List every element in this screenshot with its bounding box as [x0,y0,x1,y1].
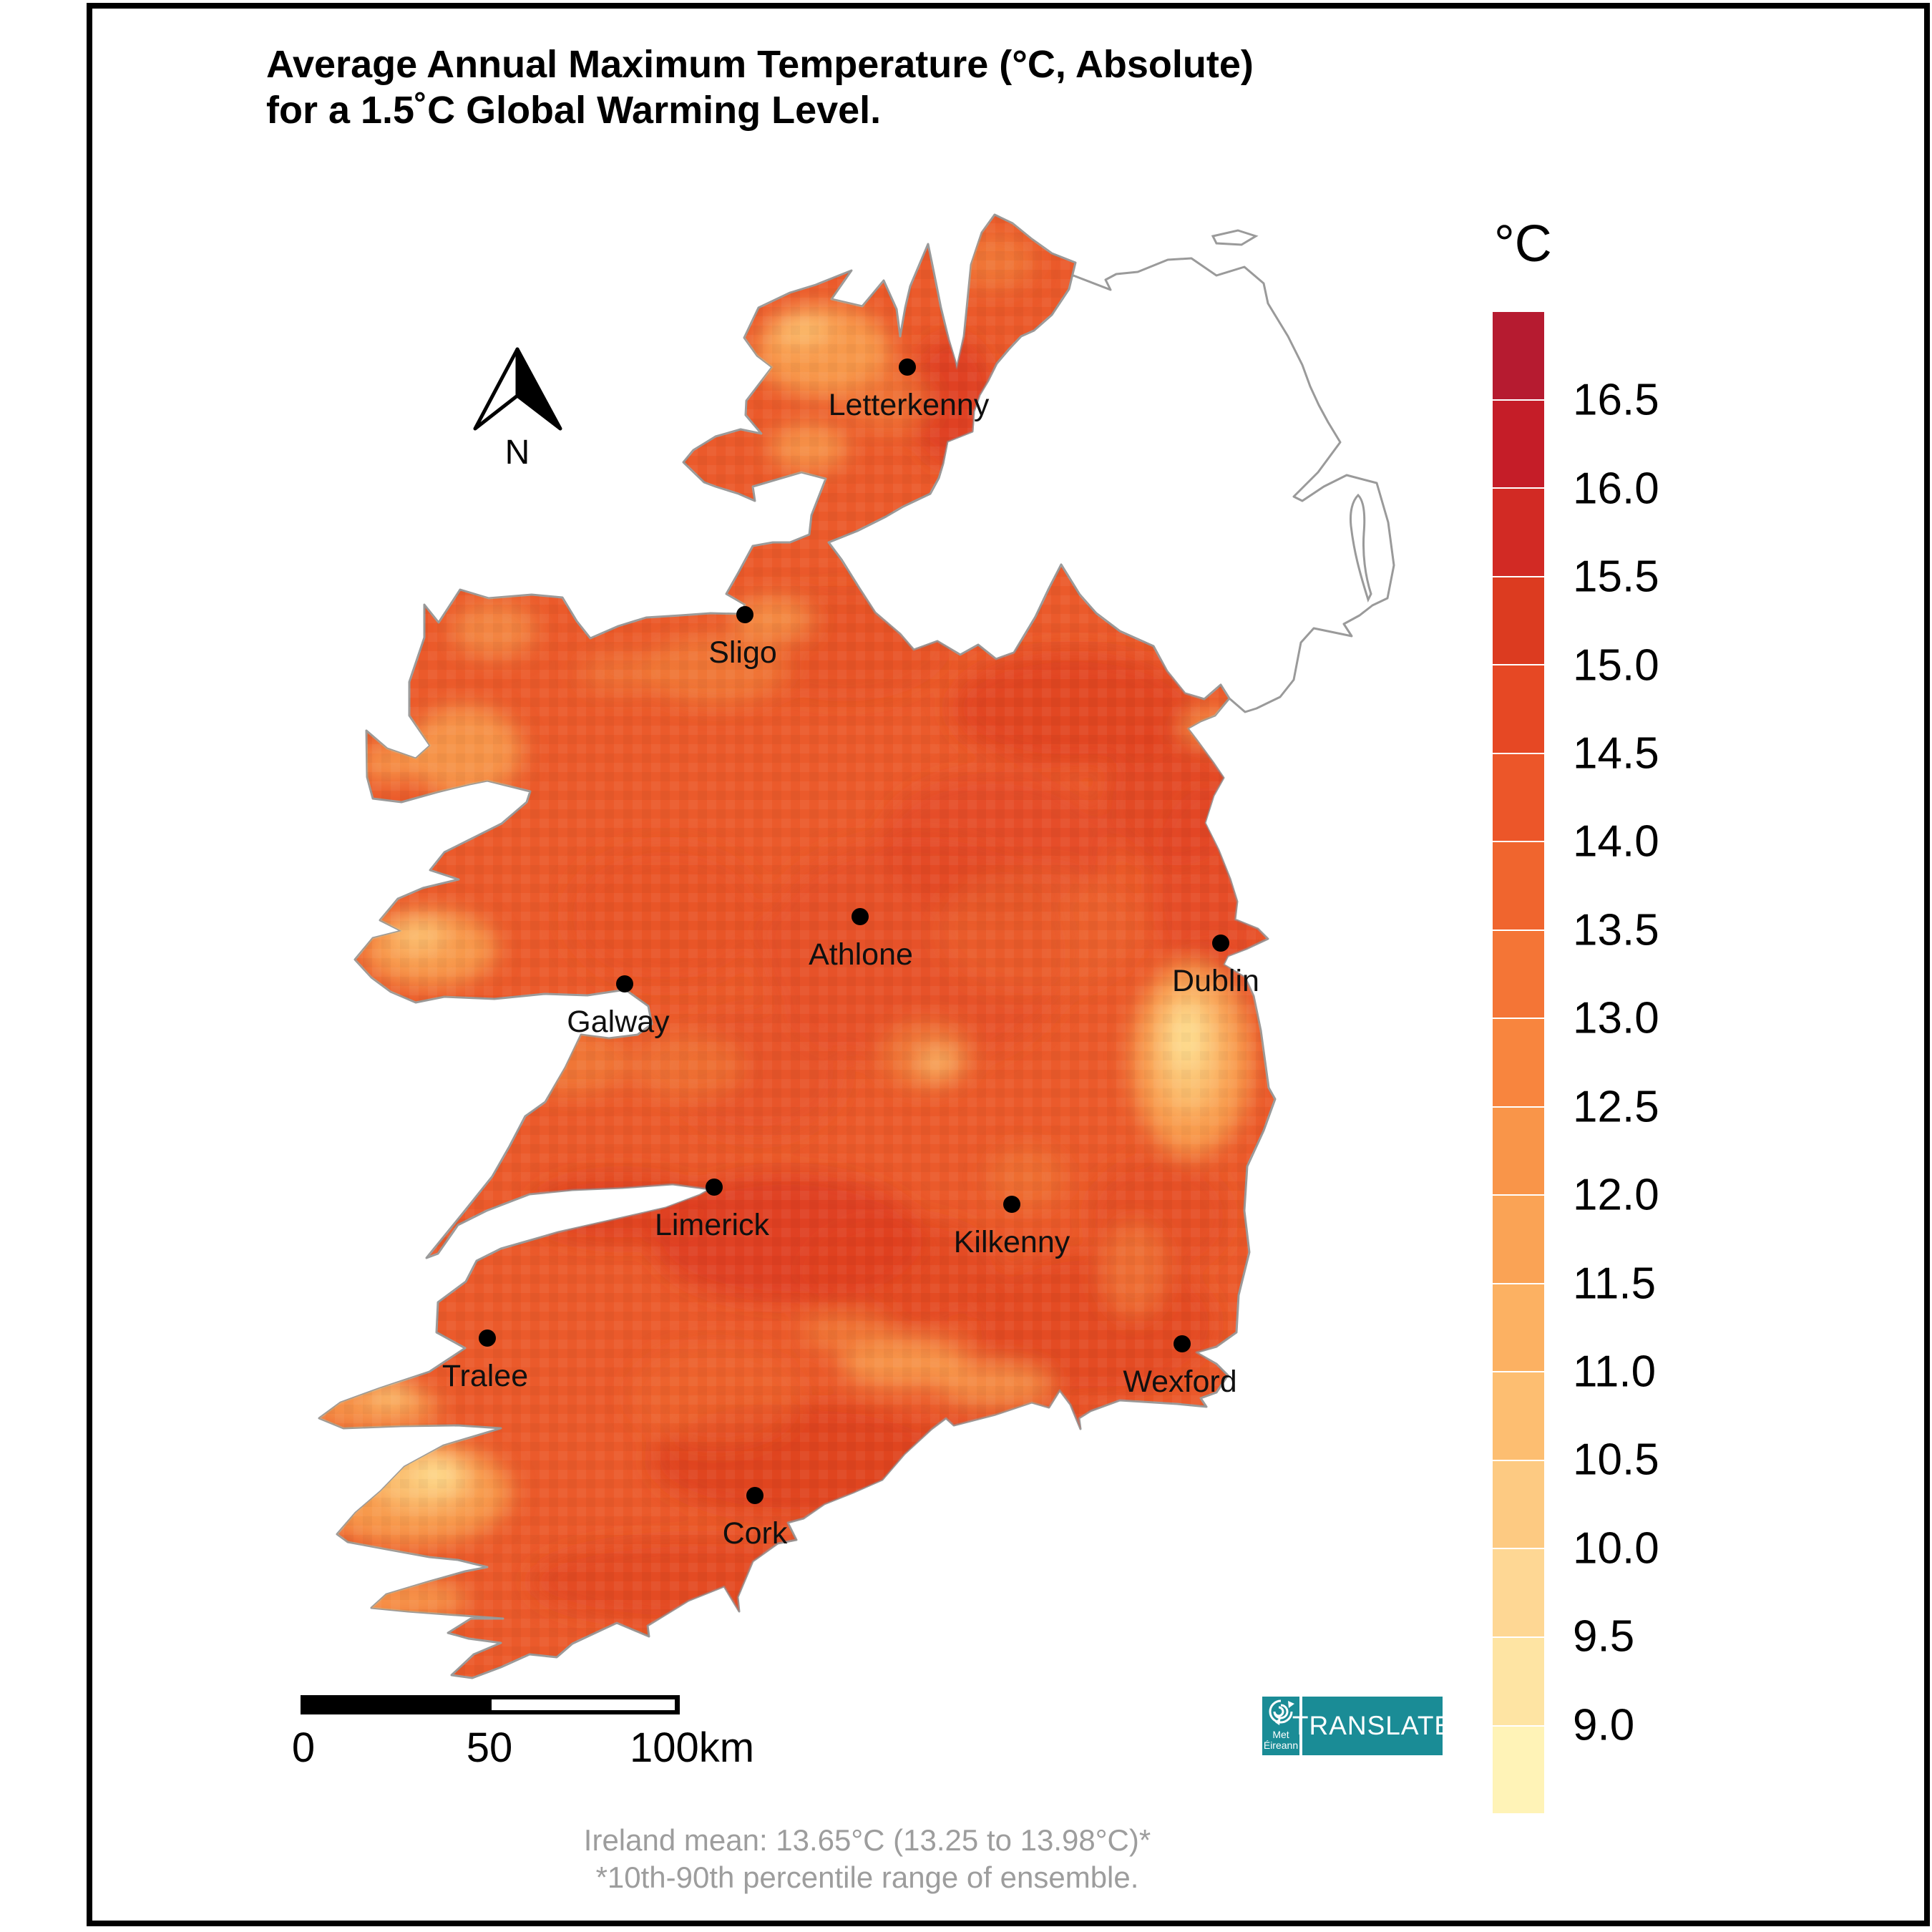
city-marker-cork: Cork [723,1487,788,1551]
scale-bar-0: 0 [292,1724,315,1771]
city-dot [746,1487,763,1504]
legend-segment [1493,1196,1544,1284]
legend-segment [1493,312,1544,401]
met-label: Met [1272,1729,1289,1740]
legend-tick-label: 15.5 [1573,552,1659,602]
city-marker-letterkenny: Letterkenny [829,358,990,422]
translate-logo: Met Éireann TRANSLATE [1262,1697,1452,1755]
city-label: Wexford [1123,1365,1236,1399]
city-label: Limerick [655,1208,770,1242]
north-arrow-label: N [505,434,530,472]
city-marker-galway: Galway [567,975,670,1039]
city-dot [899,358,916,376]
caption-line2: *10th-90th percentile range of ensemble. [595,1860,1139,1894]
city-marker-tralee: Tralee [442,1330,528,1393]
legend-segment [1493,665,1544,754]
city-marker-kilkenny: Kilkenny [954,1196,1070,1259]
legend-segment [1493,1637,1544,1727]
met-eireann-swirl-icon [1269,1699,1294,1725]
logo-divider [1299,1697,1302,1755]
legend-tick-label: 11.5 [1573,1259,1657,1309]
city-marker-athlone: Athlone [809,908,913,972]
legend-tick-label: 16.0 [1573,464,1659,514]
translate-wordmark: TRANSLATE [1292,1697,1452,1755]
legend-tick-label: 12.5 [1573,1082,1659,1132]
city-marker-dublin: Dublin [1172,935,1259,998]
city-marker-limerick: Limerick [655,1179,770,1242]
city-dot [706,1179,723,1196]
legend-segment [1493,1549,1544,1638]
legend-tick-label: 9.5 [1573,1611,1635,1662]
legend-segment [1493,1726,1544,1814]
city-label: Galway [567,1005,670,1039]
city-label: Tralee [442,1359,528,1393]
legend-tick-labels: 16.5 16.0 15.5 15.0 14.5 14.0 13.5 13.0 12.5 12.0… [1573,312,1745,1813]
legend-tick-label: 16.5 [1573,375,1659,425]
city-label: Cork [723,1516,788,1551]
city-dot [616,975,633,992]
legend-tick-label: 15.0 [1573,640,1659,691]
figure-caption: Ireland mean: 13.65°C (13.25 to 13.98°C)… [438,1822,1297,1896]
city-dot [1174,1335,1191,1352]
city-dot [1003,1196,1020,1213]
city-dot [852,908,869,925]
legend-segment [1493,753,1544,843]
legend-tick-label: 11.0 [1573,1347,1657,1397]
legend-tick-label: 13.0 [1573,993,1659,1043]
legend-segment [1493,400,1544,489]
legend-tick-label: 14.0 [1573,816,1659,867]
city-dot [479,1330,496,1347]
met-eireann-logo: Met Éireann [1262,1697,1299,1755]
legend-tick-label: 10.5 [1573,1435,1659,1485]
rathlin-island-outline [1211,229,1259,246]
legend-tick-label: 12.0 [1573,1170,1659,1220]
city-label: Dublin [1172,964,1259,998]
city-dot [1212,935,1229,952]
strangford-lough-outline [1350,493,1372,602]
legend-segment [1493,577,1544,666]
legend-tick-label: 14.5 [1573,728,1659,779]
legend-tick-label: 13.5 [1573,905,1659,955]
title-line2: for a 1.5˚C Global Warming Level. [266,89,882,132]
legend-title: °C [1494,215,1552,273]
city-label: Kilkenny [954,1225,1070,1259]
legend-colorbar [1493,312,1544,1814]
legend-segment [1493,1019,1544,1108]
city-dot [736,606,753,623]
city-label: Sligo [708,635,777,670]
scale-bar-50: 50 [467,1724,513,1771]
legend-segment [1493,1107,1544,1196]
legend-segment [1493,1284,1544,1373]
scale-bar: 0 50 100km [292,1695,754,1771]
north-arrow: N [473,347,562,472]
city-label: Athlone [809,937,913,972]
legend-segment [1493,1372,1544,1461]
legend-segment [1493,489,1544,577]
scale-bar-100km: 100km [630,1724,754,1771]
legend-tick-label: 9.0 [1573,1700,1635,1750]
city-marker-sligo: Sligo [708,606,777,670]
city-marker-wexford: Wexford [1123,1335,1237,1399]
legend-tick-label: 10.0 [1573,1523,1659,1574]
city-label: Letterkenny [829,388,990,422]
legend-segment [1493,842,1544,931]
city-markers: Letterkenny Sligo Athlone Dublin Galway Limer… [442,358,1259,1551]
legend-segment [1493,1460,1544,1550]
title-line1: Average Annual Maximum Temperature (°C, … [266,43,1254,86]
eireann-label: Éireann [1263,1740,1299,1751]
legend-segment [1493,930,1544,1020]
caption-line1: Ireland mean: 13.65°C (13.25 to 13.98°C)… [583,1823,1151,1857]
figure-title: Average Annual Maximum Temperature (°C, … [266,42,1254,133]
